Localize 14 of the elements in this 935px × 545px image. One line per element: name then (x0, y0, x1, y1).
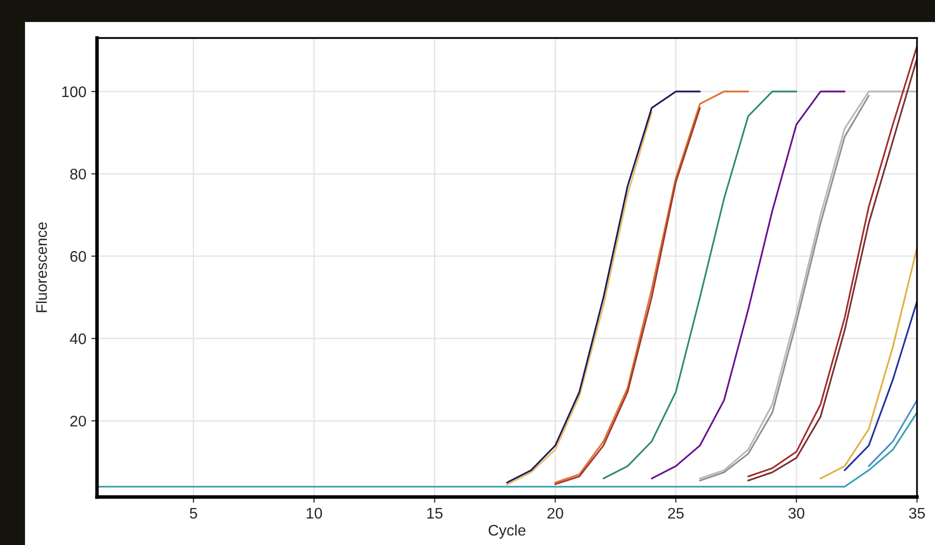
x-tick-label: 5 (190, 508, 198, 519)
y-tick-label: 80 (70, 168, 86, 180)
y-tick-label: 60 (70, 251, 86, 262)
x-tick-label: 15 (427, 508, 443, 519)
y-axis-title: Fluorescence (36, 222, 47, 312)
y-tick-label: 40 (70, 333, 86, 344)
x-tick-label: 25 (668, 508, 684, 519)
x-tick-label: 10 (306, 508, 322, 519)
y-tick-label: 100 (62, 86, 86, 98)
x-tick-label: 30 (788, 508, 804, 519)
y-tick-label: 20 (70, 416, 86, 427)
x-tick-label: 35 (909, 508, 925, 519)
x-axis-title: Cycle (488, 524, 526, 539)
x-tick-label: 20 (548, 508, 564, 519)
